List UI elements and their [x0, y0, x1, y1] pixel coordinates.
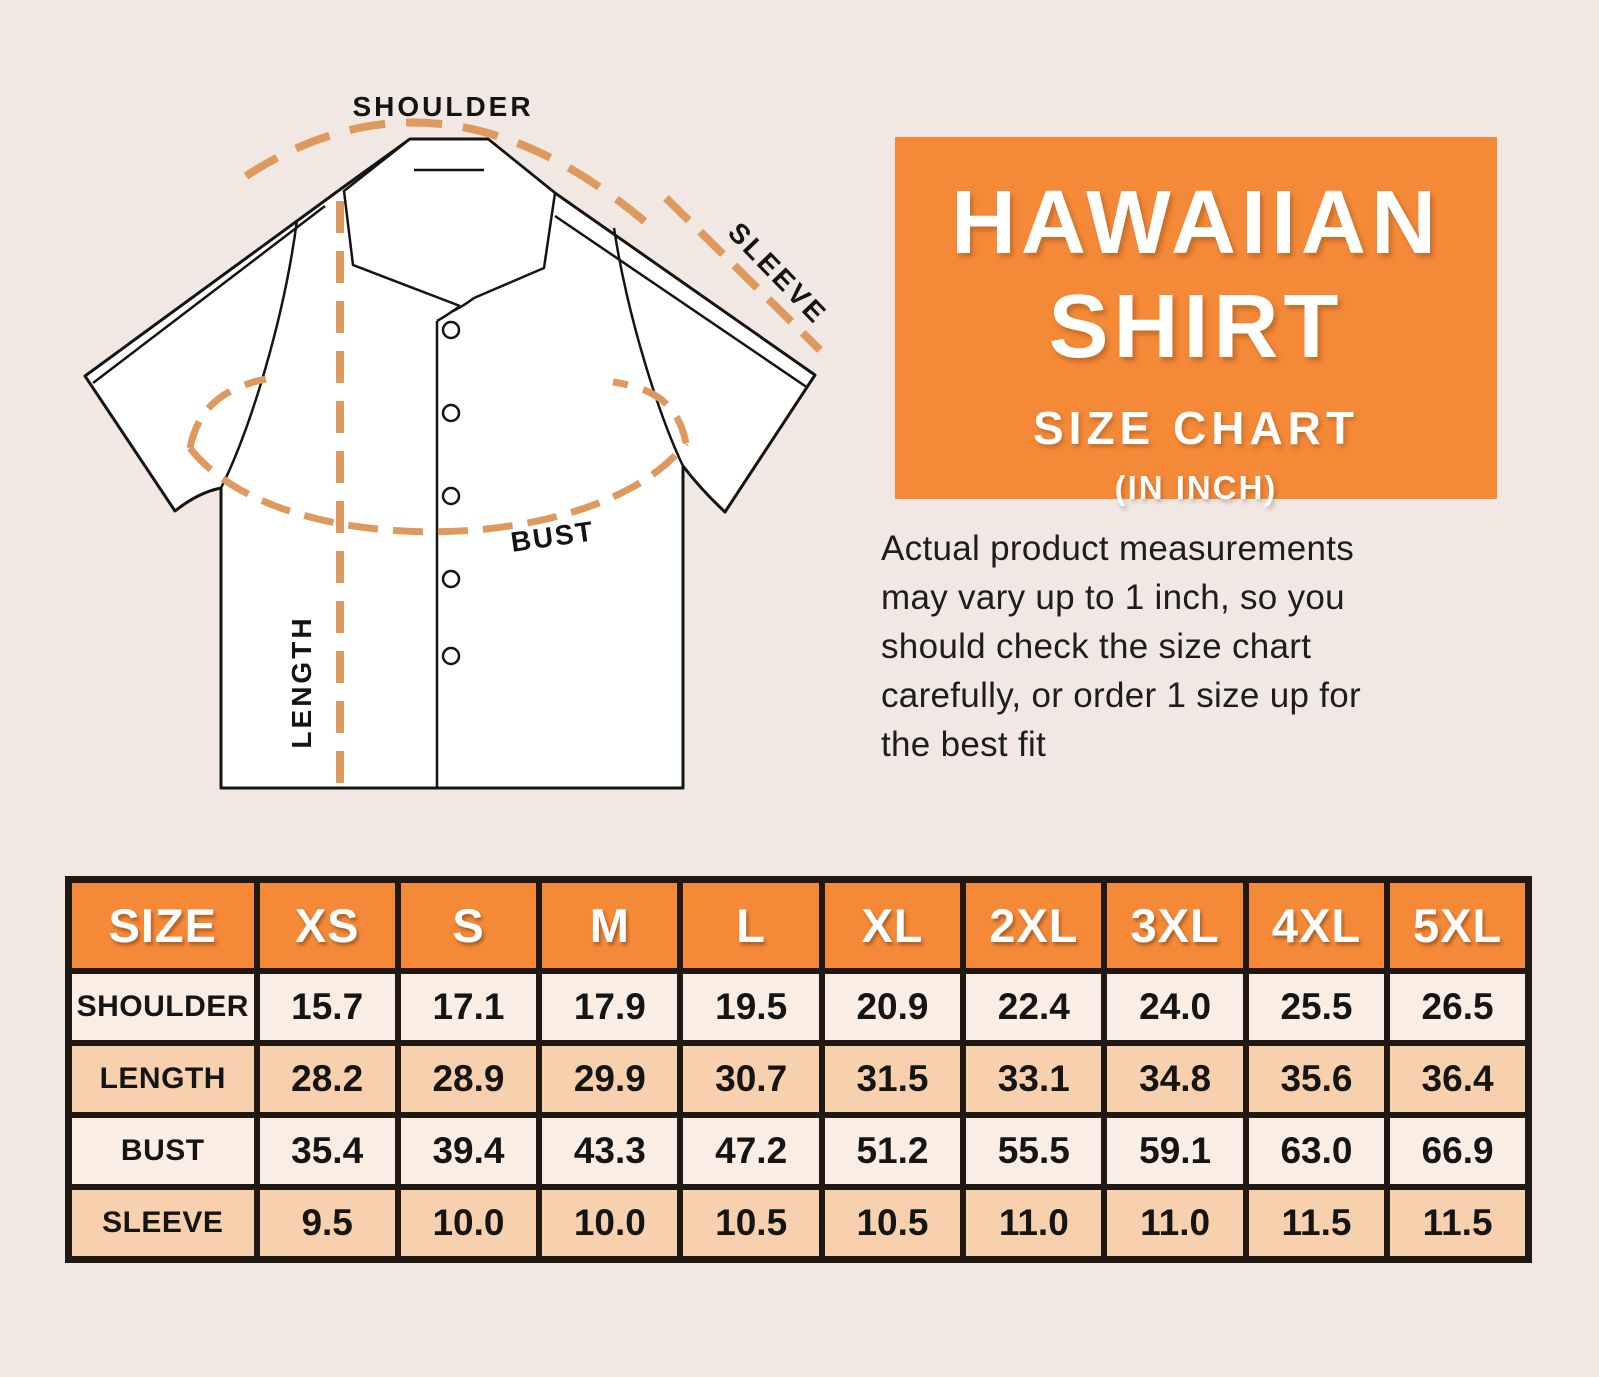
measurement-value: 17.1 [394, 968, 543, 1046]
row-label: BUST [65, 1112, 260, 1190]
collar-left-wing [342, 138, 461, 308]
lapel-fold-right [450, 296, 475, 314]
row-label: SHOULDER [65, 968, 260, 1046]
measurement-value: 31.5 [818, 1040, 967, 1118]
measurement-value: 22.4 [960, 968, 1108, 1046]
size-table-header-row: SIZE XS S M L XL 2XL 3XL 4XL 5XL [65, 876, 1532, 974]
size-col-header: 5XL [1384, 876, 1532, 974]
measurement-value: 29.9 [536, 1040, 684, 1118]
measurement-value: 24.0 [1101, 968, 1249, 1046]
disclaimer-line: may vary up to 1 inch, so you [881, 578, 1345, 617]
left-armhole-seam [219, 219, 299, 489]
measurement-value: 51.2 [818, 1112, 967, 1190]
size-col-header: 2XL [960, 876, 1108, 974]
table-row-shoulder: SHOULDER 15.7 17.1 17.9 19.5 20.9 22.4 2… [65, 968, 1532, 1046]
disclaimer-line: carefully, or order 1 size up for [881, 676, 1362, 715]
left-shoulder-seam [92, 205, 326, 384]
title-line-1: HAWAIIAN [951, 173, 1441, 273]
size-table: SIZE XS S M L XL 2XL 3XL 4XL 5XL SHOULDE… [65, 876, 1532, 1263]
measurement-value: 15.7 [253, 968, 401, 1046]
title-subtitle: SIZE CHART [1033, 402, 1359, 454]
size-col-header: 4XL [1242, 876, 1391, 974]
shoulder-label: SHOULDER [352, 91, 533, 122]
measurement-value: 63.0 [1242, 1112, 1391, 1190]
right-shoulder-seam [554, 214, 809, 390]
measurement-value: 26.5 [1384, 968, 1532, 1046]
size-col-header: 3XL [1101, 876, 1249, 974]
measurement-value: 36.4 [1384, 1040, 1532, 1118]
measurement-value: 17.9 [536, 968, 684, 1046]
title-card: HAWAIIAN SHIRT SIZE CHART (IN INCH) [895, 137, 1497, 506]
measurement-value: 11.0 [960, 1184, 1108, 1263]
measurement-value: 43.3 [536, 1112, 684, 1190]
button [441, 569, 461, 589]
button [441, 320, 461, 340]
shirt-diagram: SHOULDER SLEEVE BUST LENGTH [83, 91, 834, 798]
bust-measure-line [187, 440, 689, 536]
measurement-value: 35.6 [1242, 1040, 1391, 1118]
size-col-header: S [394, 876, 543, 974]
disclaimer-line: should check the size chart [881, 627, 1312, 666]
right-armhole-seam [612, 227, 685, 467]
measurement-value: 59.1 [1101, 1112, 1249, 1190]
shoulder-measure-line [243, 118, 653, 230]
table-row-length: LENGTH 28.2 28.9 29.9 30.7 31.5 33.1 34.… [65, 1040, 1532, 1118]
disclaimer-line: Actual product measurements [881, 529, 1355, 568]
measurement-value: 11.0 [1101, 1184, 1249, 1263]
measurement-value: 33.1 [960, 1040, 1108, 1118]
title-line-2: SHIRT [1048, 277, 1344, 377]
sleeve-measure-line [663, 195, 823, 353]
measurement-value: 47.2 [677, 1112, 825, 1190]
bust-measure-line-left-cap [186, 375, 267, 449]
measurement-value: 35.4 [253, 1112, 401, 1190]
button [441, 403, 461, 423]
measurement-value: 25.5 [1242, 968, 1391, 1046]
collar-right-wing [473, 138, 557, 300]
measurement-value: 11.5 [1384, 1184, 1532, 1263]
measurement-value: 10.0 [394, 1184, 543, 1263]
disclaimer-text: Actual product measurements may vary up … [881, 524, 1541, 769]
measurement-value: 28.9 [394, 1040, 543, 1118]
button [441, 646, 461, 666]
size-col-header: M [536, 876, 684, 974]
measurement-value: 10.0 [536, 1184, 684, 1263]
measurement-value: 28.2 [253, 1040, 401, 1118]
table-row-bust: BUST 35.4 39.4 43.3 47.2 51.2 55.5 59.1 … [65, 1112, 1532, 1190]
bust-measure-line-right-cap [612, 378, 690, 444]
measurement-value: 10.5 [818, 1184, 967, 1263]
size-col-header: XL [818, 876, 967, 974]
title-unit: (IN INCH) [1114, 469, 1278, 506]
measurement-value: 10.5 [677, 1184, 825, 1263]
measurement-value: 30.7 [677, 1040, 825, 1118]
table-row-sleeve: SLEEVE 9.5 10.0 10.0 10.5 10.5 11.0 11.0… [65, 1184, 1532, 1263]
size-col-header: SIZE [65, 876, 260, 974]
size-col-header: L [677, 876, 825, 974]
measurement-value: 34.8 [1101, 1040, 1249, 1118]
measurement-value: 66.9 [1384, 1112, 1532, 1190]
row-label: LENGTH [65, 1040, 260, 1118]
measurement-value: 39.4 [394, 1112, 543, 1190]
measurement-value: 20.9 [818, 968, 967, 1046]
shirt-outline [83, 137, 817, 790]
button [441, 486, 461, 506]
measurement-value: 11.5 [1242, 1184, 1391, 1263]
length-label: LENGTH [286, 615, 317, 748]
measurement-value: 9.5 [253, 1184, 401, 1263]
row-label: SLEEVE [65, 1184, 260, 1263]
size-col-header: XS [253, 876, 401, 974]
disclaimer-line: the best fit [881, 725, 1047, 764]
measurement-value: 55.5 [960, 1112, 1108, 1190]
measurement-value: 19.5 [677, 968, 825, 1046]
